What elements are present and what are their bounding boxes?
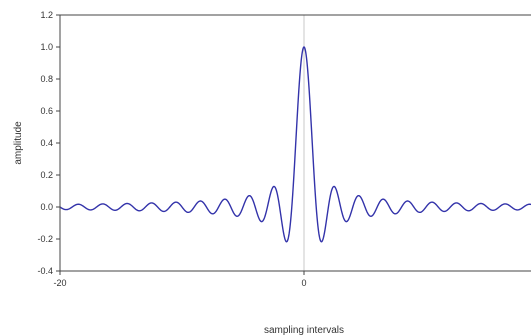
y-tick-label: 0.2 [40, 170, 53, 180]
x-tick-label: -20 [53, 278, 66, 288]
y-tick-label: 0.6 [40, 106, 53, 116]
sinc-series-line [59, 46, 531, 243]
y-tick-label: 0.4 [40, 138, 53, 148]
y-tick-label: -0.4 [37, 266, 53, 276]
y-tick-label: 0.0 [40, 202, 53, 212]
y-axis-ticks: -0.4 -0.2 0.0 0.2 0.4 0.6 0.8 1.0 1.2 [37, 10, 60, 276]
y-axis-label: amplitude [13, 121, 24, 165]
x-axis-ticks: -20 0 [53, 271, 307, 288]
y-tick-label: 1.2 [40, 10, 53, 20]
y-tick-label: 0.8 [40, 74, 53, 84]
plot-frame [59, 14, 531, 272]
x-axis-label: sampling intervals [264, 325, 344, 336]
y-tick-label: -0.2 [37, 234, 53, 244]
x-tick-label: 0 [301, 278, 306, 288]
y-tick-label: 1.0 [40, 42, 53, 52]
